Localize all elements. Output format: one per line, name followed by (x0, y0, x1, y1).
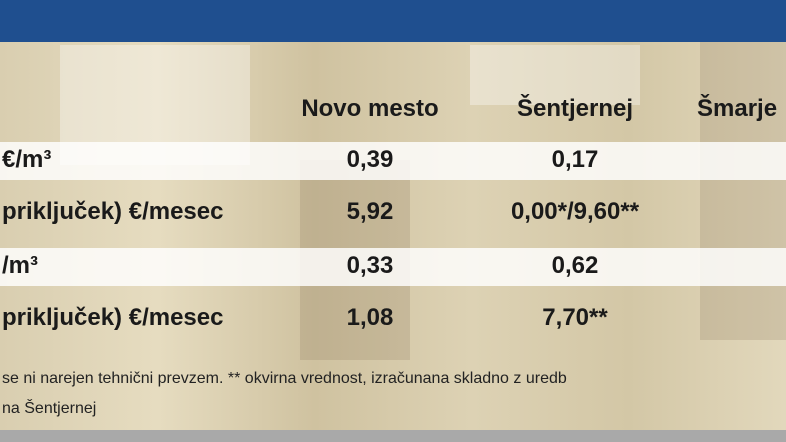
row-label: priključek) €/mesec (2, 198, 224, 225)
cell: 0,33 (346, 252, 394, 279)
footnote: na Šentjernej (2, 400, 97, 417)
bottom-bar (0, 430, 786, 442)
photo-sign (470, 45, 640, 105)
cell: 0,39 (346, 146, 394, 173)
cell: 0,00*/9,60** (510, 198, 640, 225)
row-band (0, 248, 786, 286)
photo-figure (700, 40, 786, 340)
column-header: Šentjernej (516, 95, 634, 122)
cell: 7,70** (542, 304, 608, 331)
cell: 0,17 (551, 146, 599, 173)
cell: 1,08 (346, 304, 394, 331)
cell: 5,92 (346, 198, 394, 225)
row-label: priključek) €/mesec (2, 304, 224, 331)
cell: 0,62 (551, 252, 599, 279)
row-label: €/m³ (2, 146, 52, 173)
row-band (0, 142, 786, 180)
top-bar (0, 0, 786, 42)
row-label: /m³ (2, 252, 38, 279)
footnote: se ni narejen tehnični prevzem. ** okvir… (2, 370, 567, 387)
column-header: Šmarje (697, 95, 778, 122)
column-header: Novo mesto (301, 95, 439, 122)
